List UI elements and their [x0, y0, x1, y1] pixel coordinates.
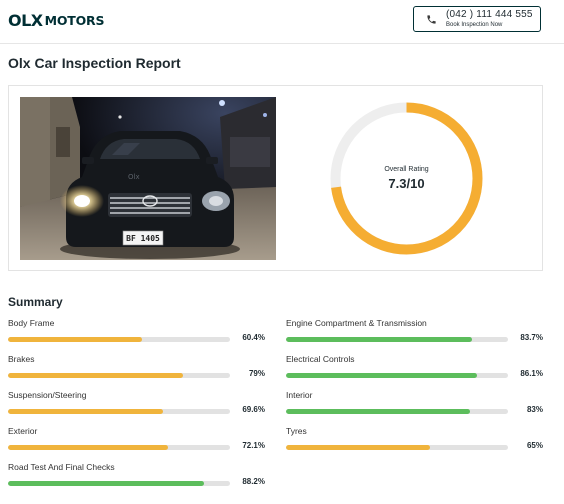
metric-label: Engine Compartment & Transmission [286, 318, 427, 328]
metric-value: 88.2% [242, 477, 265, 486]
summary-metric: Body Frame 60.4% [8, 318, 265, 348]
metric-bar-fill [8, 337, 143, 342]
metric-label: Interior [286, 390, 313, 400]
summary-metric: Electrical Controls 86.1% [286, 354, 543, 384]
summary-heading: Summary [8, 295, 63, 309]
metric-bar-fill [8, 373, 184, 378]
logo-text: MOTORS [44, 12, 105, 28]
report-card: Olx BF 1405 Overall Rating 7.3/10 [8, 85, 543, 271]
metric-value: 79% [248, 369, 265, 378]
metric-bar-track [286, 409, 508, 414]
metric-label: Road Test And Final Checks [8, 462, 115, 472]
metric-bar-track [8, 445, 230, 450]
summary-metric: Road Test And Final Checks 88.2% [8, 462, 265, 492]
page-title: Olx Car Inspection Report [8, 55, 181, 71]
metric-label: Body Frame [8, 318, 55, 328]
book-inspection-label: Book Inspection Now [446, 21, 503, 28]
metric-bar-track [8, 481, 230, 486]
metric-bar-fill [286, 373, 478, 378]
overall-rating-label: Overall Rating [384, 166, 429, 173]
car-photo[interactable]: Olx BF 1405 [20, 97, 276, 260]
overall-rating-value: 7.3/10 [388, 176, 425, 191]
metric-label: Exterior [8, 426, 38, 436]
metric-bar-fill [286, 409, 471, 414]
overall-rating-gauge: Overall Rating 7.3/10 [324, 96, 489, 261]
metric-value: 86.1% [520, 369, 543, 378]
metric-bar-fill [286, 337, 472, 342]
logo-mark: OLX [8, 10, 43, 30]
summary-metric: Brakes 79% [8, 354, 265, 384]
summary-metric: Exterior 72.1% [8, 426, 265, 456]
summary-metric: Suspension/Steering 69.6% [8, 390, 265, 420]
metric-value: 83.7% [520, 333, 543, 342]
metric-label: Electrical Controls [286, 354, 355, 364]
phone-icon [424, 12, 438, 26]
book-inspection-button[interactable]: (042 ) 111 444 555 Book Inspection Now [413, 6, 541, 32]
metric-bar-fill [8, 409, 163, 414]
metric-value: 60.4% [242, 333, 265, 342]
phone-number: (042 ) 111 444 555 [446, 9, 533, 21]
summary-metric: Engine Compartment & Transmission 83.7% [286, 318, 543, 348]
metric-bar-track [286, 373, 508, 378]
call-text: (042 ) 111 444 555 Book Inspection Now [446, 10, 533, 28]
metric-label: Brakes [8, 354, 35, 364]
metric-value: 65% [526, 441, 543, 450]
metric-value: 69.6% [242, 405, 265, 414]
summary-metric: Tyres 65% [286, 426, 543, 456]
metric-bar-track [286, 445, 508, 450]
metric-bar-track [8, 373, 230, 378]
metric-bar-track [8, 337, 230, 342]
metric-bar-fill [286, 445, 431, 450]
olx-motors-logo[interactable]: OLX MOTORS [8, 10, 104, 30]
site-header: OLX MOTORS (042 ) 111 444 555 Book Inspe… [0, 0, 564, 44]
metric-bar-fill [8, 481, 204, 486]
metric-label: Tyres [286, 426, 307, 436]
metric-bar-track [8, 409, 230, 414]
metric-label: Suspension/Steering [8, 390, 87, 400]
summary-metric: Interior 83% [286, 390, 543, 420]
license-plate: BF 1405 [126, 234, 160, 243]
hood-watermark: Olx [128, 173, 140, 181]
metric-bar-track [286, 337, 508, 342]
metric-value: 72.1% [242, 441, 265, 450]
rating-ring-progress [330, 102, 483, 255]
metric-value: 83% [526, 405, 543, 414]
metric-bar-fill [8, 445, 169, 450]
